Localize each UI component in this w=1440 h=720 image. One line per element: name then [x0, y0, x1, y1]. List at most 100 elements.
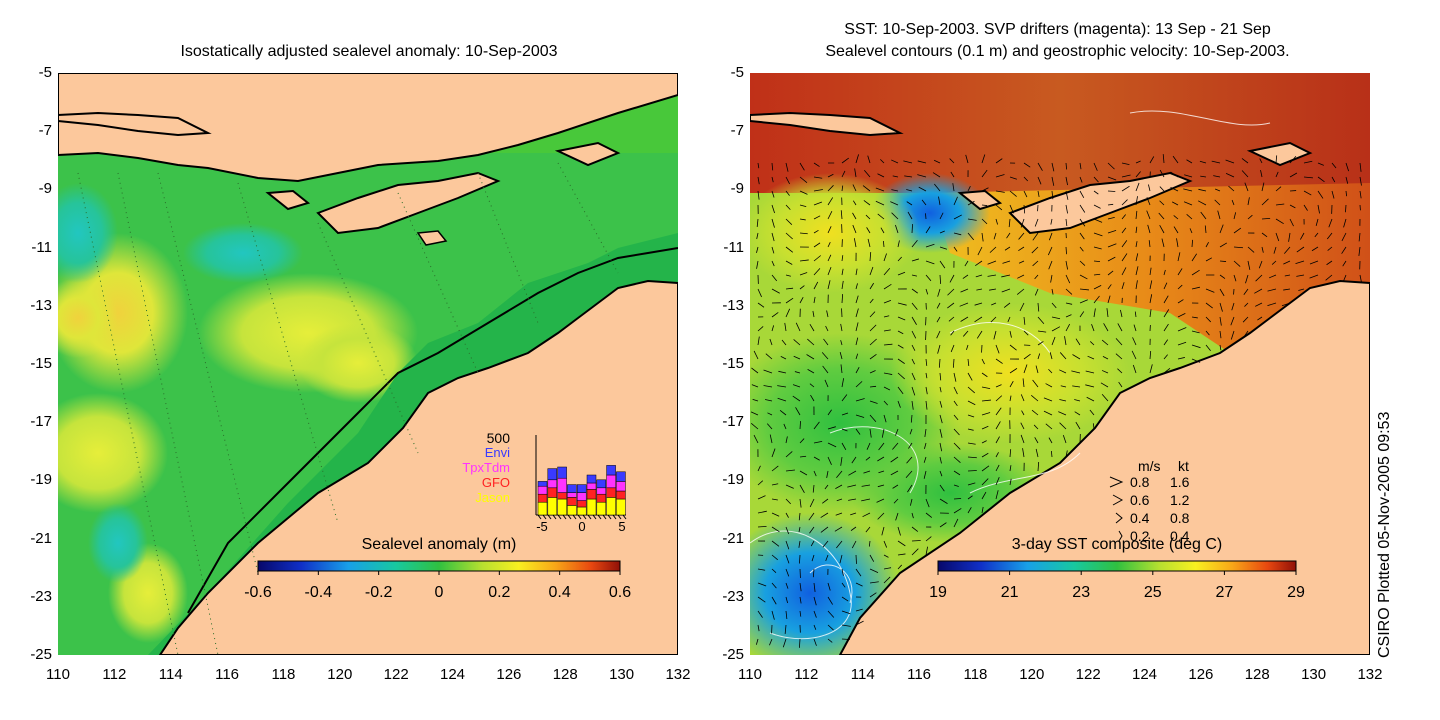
- velocity-arrow: [1009, 449, 1012, 458]
- velocity-arrow: [1177, 341, 1187, 346]
- velocity-arrow: [1051, 336, 1056, 346]
- velocity-arrow: [841, 610, 851, 615]
- velocity-arrow: [827, 197, 834, 206]
- velocity-arrow: [1065, 260, 1069, 270]
- velocity-arrow: [1173, 215, 1179, 220]
- colorbar-tick-label: 29: [1287, 584, 1305, 601]
- velocity-arrow: [925, 498, 930, 508]
- velocity-arrow: [771, 274, 778, 282]
- velocity-arrow: [1267, 302, 1277, 307]
- inset-bar-segment-gfo: [547, 487, 558, 498]
- velocity-arrow: [1177, 299, 1184, 304]
- velocity-arrow: [1101, 393, 1109, 402]
- velocity-arrow: [824, 379, 829, 388]
- velocity-arrow: [1326, 232, 1333, 240]
- velocity-arrow: [880, 159, 885, 164]
- velocity-arrow: [1261, 217, 1271, 220]
- velocity-arrow: [1135, 253, 1139, 262]
- velocity-arrow: [1022, 378, 1025, 388]
- velocity-arrow: [939, 246, 948, 250]
- velocity-arrow: [1296, 274, 1305, 277]
- velocity-arrow: [895, 224, 899, 234]
- velocity-arrow: [1146, 210, 1151, 220]
- velocity-arrow: [1159, 186, 1165, 192]
- velocity-arrow: [785, 204, 791, 210]
- velocity-arrow: [782, 638, 787, 648]
- velocity-arrow: [771, 610, 775, 620]
- velocity-arrow: [1093, 284, 1102, 290]
- velocity-arrow: [794, 371, 801, 374]
- velocity-arrow: [1342, 260, 1347, 267]
- velocity-arrow: [907, 484, 913, 493]
- velocity-arrow: [841, 568, 844, 576]
- velocity-arrow: [953, 456, 961, 464]
- velocity-arrow: [1163, 354, 1168, 360]
- velocity-arrow: [1149, 309, 1152, 318]
- velocity-legend-kt-value: 1.6: [1170, 474, 1190, 490]
- velocity-arrow: [950, 330, 955, 336]
- velocity-arrow: [841, 268, 844, 276]
- sst-colorbar-label: 3-day SST composite (deg C): [1012, 536, 1222, 553]
- velocity-arrow: [869, 338, 877, 346]
- velocity-arrow: [1219, 330, 1222, 339]
- velocity-arrow: [1211, 160, 1221, 164]
- velocity-arrow: [855, 337, 859, 346]
- velocity-arrow: [1147, 224, 1151, 234]
- velocity-arrow: [763, 385, 773, 388]
- velocity-arrow: [976, 288, 983, 291]
- velocity-arrow: [1043, 397, 1053, 402]
- velocity-arrow: [1117, 368, 1123, 374]
- velocity-arrow: [1079, 176, 1083, 183]
- inset-legend-envi: Envi: [485, 445, 510, 460]
- colorbar-tick-label: 0.2: [488, 584, 510, 601]
- velocity-arrow: [1170, 171, 1179, 178]
- velocity-arrow: [1107, 243, 1117, 248]
- velocity-arrow: [1050, 450, 1053, 458]
- velocity-arrow: [1020, 422, 1025, 430]
- velocity-arrow: [1214, 188, 1221, 192]
- velocity-arrow: [1009, 478, 1012, 486]
- velocity-arrow: [813, 470, 817, 477]
- inset-bar-segment-gfo: [537, 493, 548, 503]
- velocity-arrow: [1303, 176, 1313, 179]
- velocity-arrow: [841, 255, 844, 262]
- velocity-arrow: [757, 610, 763, 618]
- velocity-arrow: [1200, 211, 1207, 220]
- velocity-arrow: [925, 512, 933, 518]
- velocity-arrow: [771, 232, 775, 242]
- velocity-arrow: [967, 386, 975, 394]
- velocity-arrow: [841, 442, 847, 450]
- velocity-arrow: [1093, 204, 1101, 209]
- sealevel-anomaly-map: Sealevel anomaly (m) -0.6 -0.4 -0.2 0 0.2 0.4…: [58, 73, 678, 655]
- velocity-arrow: [785, 260, 793, 265]
- velocity-arrow: [799, 455, 807, 458]
- velocity-arrow: [771, 568, 777, 573]
- velocity-arrow: [809, 526, 815, 534]
- velocity-arrow: [799, 190, 808, 195]
- velocity-arrow: [753, 350, 759, 360]
- left-lon-tick: 116: [215, 666, 240, 683]
- velocity-arrow: [1065, 190, 1069, 200]
- velocity-legend-arrow: [1109, 476, 1124, 488]
- velocity-arrow: [813, 582, 816, 592]
- velocity-arrow: [967, 372, 973, 381]
- velocity-arrow: [936, 330, 941, 339]
- velocity-arrow: [977, 246, 983, 256]
- velocity-arrow: [1135, 241, 1138, 248]
- velocity-arrow: [1018, 232, 1025, 240]
- velocity-arrow: [960, 316, 969, 322]
- velocity-arrow: [953, 428, 960, 436]
- velocity-arrow: [1343, 274, 1347, 281]
- velocity-arrow: [925, 536, 932, 542]
- velocity-arrow: [869, 370, 876, 374]
- inset-baseline-mark: [567, 514, 572, 520]
- inset-baseline-mark: [617, 514, 622, 520]
- velocity-arrow: [813, 624, 817, 630]
- velocity-arrow: [769, 338, 773, 346]
- sealevel-colorbar: [257, 560, 621, 572]
- velocity-arrow: [867, 238, 871, 248]
- velocity-arrow: [917, 160, 927, 164]
- velocity-arrow: [1103, 323, 1109, 332]
- left-lat-tick: -9: [38, 180, 52, 198]
